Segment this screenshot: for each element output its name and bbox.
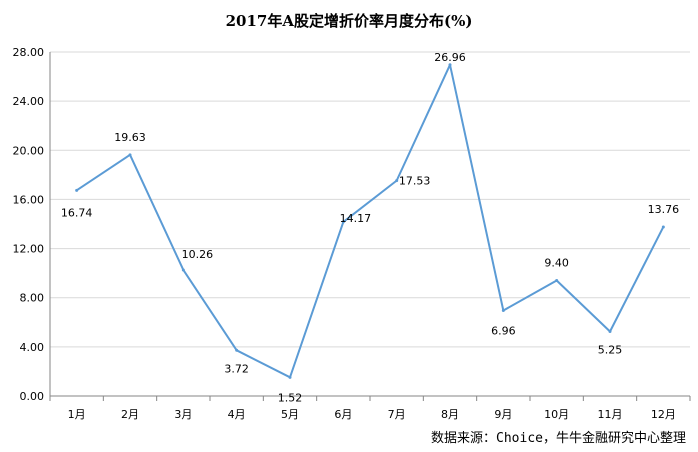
x-tick-label: 12月: [651, 408, 676, 421]
chart-title: 2017年A股定增折价率月度分布(%): [225, 12, 473, 30]
data-label: 19.63: [114, 131, 146, 144]
x-tick-label: 8月: [441, 408, 459, 421]
data-label: 17.53: [399, 175, 431, 188]
data-label: 13.76: [648, 203, 680, 216]
y-tick-label: 0.00: [20, 390, 45, 403]
x-tick-label: 11月: [598, 408, 623, 421]
data-label: 5.25: [598, 344, 623, 357]
data-point: [448, 63, 452, 67]
data-point: [181, 268, 185, 272]
data-label: 3.72: [224, 362, 249, 375]
data-point: [128, 153, 132, 157]
data-label: 6.96: [491, 324, 516, 337]
data-point: [555, 279, 559, 283]
data-point: [608, 330, 612, 333]
x-tick-label: 2月: [121, 408, 139, 421]
y-tick-label: 8.00: [20, 292, 45, 305]
y-tick-label: 16.00: [13, 193, 45, 206]
x-tick-label: 4月: [228, 408, 246, 421]
y-tick-label: 24.00: [13, 95, 45, 108]
data-point: [395, 179, 399, 183]
x-tick-label: 10月: [544, 408, 569, 421]
data-label: 9.40: [544, 257, 569, 270]
y-tick-label: 4.00: [20, 341, 45, 354]
data-point: [501, 308, 505, 312]
x-tick-label: 1月: [68, 408, 86, 421]
x-tick-label: 5月: [281, 408, 299, 421]
series-line: [76, 63, 665, 379]
y-tick-label: 12.00: [13, 243, 45, 256]
y-tick-label: 28.00: [13, 46, 45, 59]
data-label: 14.17: [340, 212, 372, 225]
data-point: [75, 188, 79, 192]
source-note: 数据来源：Choice，牛牛金融研究中心整理: [431, 431, 686, 446]
data-label: 26.96: [434, 51, 466, 64]
data-point: [661, 225, 665, 229]
data-point: [341, 220, 345, 224]
data-label: 1.52: [278, 391, 303, 404]
data-point: [235, 348, 239, 352]
data-label: 10.26: [182, 248, 214, 261]
x-tick-label: 3月: [174, 408, 192, 421]
data-label: 16.74: [61, 206, 93, 219]
y-tick-label: 20.00: [13, 144, 45, 157]
data-point: [288, 375, 292, 379]
x-tick-label: 7月: [388, 408, 406, 421]
x-tick-label: 9月: [494, 408, 512, 421]
x-tick-label: 6月: [334, 408, 352, 421]
